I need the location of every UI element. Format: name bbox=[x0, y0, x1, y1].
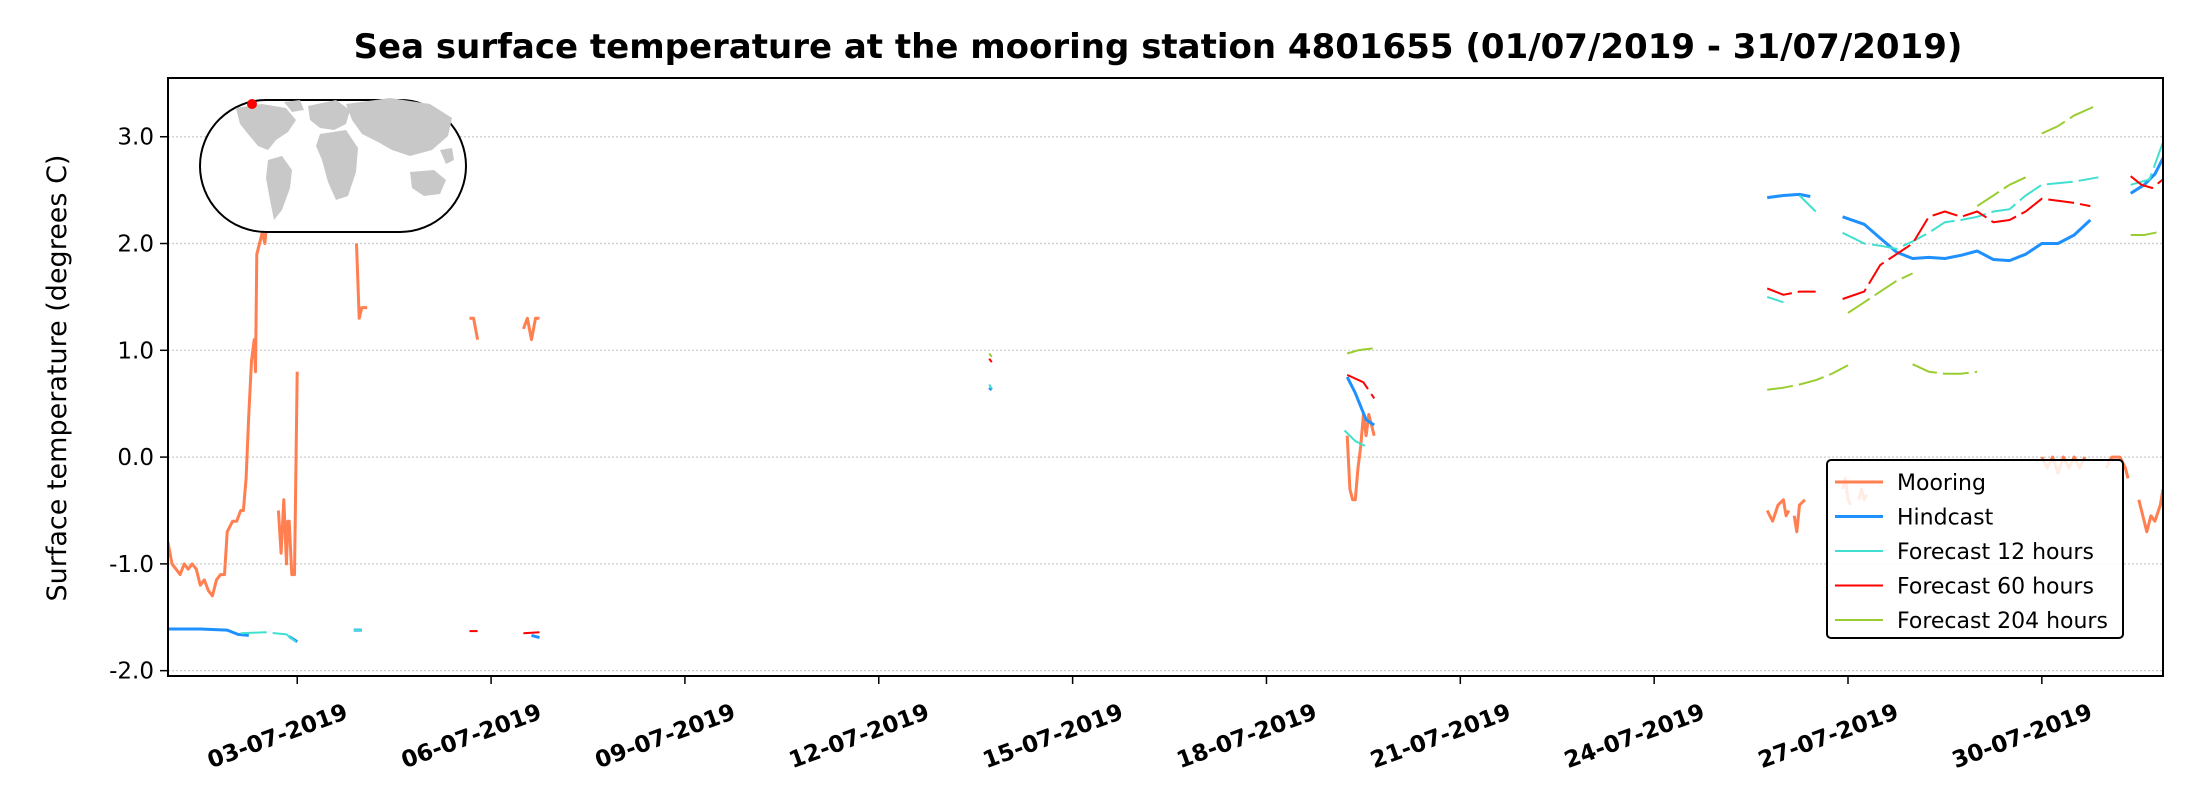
legend-box bbox=[1826, 459, 2124, 639]
world-map-inset-icon bbox=[199, 98, 467, 233]
x-tick-label: 09-07-2019 bbox=[592, 699, 739, 774]
x-tick-label: 15-07-2019 bbox=[980, 699, 1127, 774]
map-landmass bbox=[308, 100, 350, 130]
map-landmass bbox=[346, 98, 452, 156]
series-line-segment bbox=[1767, 364, 1849, 391]
series-line-segment bbox=[1842, 197, 2091, 300]
x-tick-label: 06-07-2019 bbox=[398, 699, 545, 774]
map-landmass bbox=[440, 148, 454, 164]
x-tick-label: 24-07-2019 bbox=[1561, 699, 1708, 774]
chart-title: Sea surface temperature at the mooring s… bbox=[354, 27, 1963, 67]
series-line-segment bbox=[1346, 347, 1375, 355]
legend-label: Mooring bbox=[1897, 471, 1986, 496]
series-line-segment bbox=[240, 631, 298, 644]
x-tick-label: 30-07-2019 bbox=[1949, 699, 2096, 774]
legend-label: Forecast 204 hours bbox=[1897, 609, 2108, 634]
series-line-segment bbox=[531, 633, 540, 640]
series-line-segment bbox=[168, 627, 249, 637]
map-landmass bbox=[410, 170, 446, 196]
legend-label: Forecast 12 hours bbox=[1897, 540, 2094, 565]
series-line-segment bbox=[988, 386, 993, 391]
series-line-segment bbox=[355, 243, 368, 320]
series-line-segment bbox=[2129, 157, 2163, 195]
series-line-segment bbox=[2130, 141, 2163, 186]
series-line-segment bbox=[2130, 229, 2163, 236]
x-tick-label: 12-07-2019 bbox=[786, 699, 933, 774]
series-line-segment bbox=[1976, 176, 2027, 207]
x-tick-label: 03-07-2019 bbox=[204, 699, 351, 774]
y-tick-label: -2.0 bbox=[109, 659, 154, 685]
y-tick-label: 2.0 bbox=[117, 232, 154, 258]
map-landmass bbox=[284, 100, 304, 112]
series-line-segment bbox=[521, 316, 540, 342]
x-tick-label: 21-07-2019 bbox=[1367, 699, 1514, 774]
plot-frame bbox=[167, 77, 2164, 677]
y-tick-label: 0.0 bbox=[117, 445, 154, 471]
series-forecast-204-hours bbox=[988, 103, 2163, 391]
station-location-marker bbox=[247, 99, 257, 109]
series-line-segment bbox=[523, 631, 540, 635]
y-tick-label: 1.0 bbox=[117, 338, 154, 364]
series-line-segment bbox=[988, 352, 993, 358]
series-line-segment bbox=[1343, 429, 1367, 448]
legend-label: Forecast 60 hours bbox=[1897, 575, 2094, 600]
series-line-segment bbox=[1767, 192, 1811, 200]
legend: Mooring Hindcast Forecast 12 hours Forecast… bbox=[1826, 459, 2124, 639]
series-line-segment bbox=[2130, 175, 2163, 189]
x-axis-ticks: 03-07-2019 06-07-2019 09-07-2019 12-07-2019… bbox=[204, 676, 2096, 774]
series-line-segment bbox=[1912, 363, 1978, 375]
series-line-segment bbox=[1346, 373, 1376, 399]
series-line-segment bbox=[2137, 488, 2163, 534]
series-forecast-60-hours bbox=[469, 175, 2163, 635]
series-forecast-12-hours bbox=[240, 141, 2163, 644]
series-line-segment bbox=[1766, 287, 1816, 296]
series-line-segment bbox=[168, 211, 270, 598]
legend-label: Hindcast bbox=[1897, 506, 1994, 531]
x-tick-label: 18-07-2019 bbox=[1173, 699, 1320, 774]
series-line-segment bbox=[469, 316, 480, 340]
series-line-segment bbox=[1792, 498, 1806, 534]
series-line-segment bbox=[988, 358, 993, 363]
series-line-segment bbox=[988, 383, 993, 390]
y-tick-label: -1.0 bbox=[109, 552, 154, 578]
series-line-segment bbox=[1842, 176, 2099, 250]
map-landmass bbox=[316, 130, 358, 200]
map-landmass bbox=[236, 104, 296, 150]
y-axis-ticks: -2.0 -1.0 0.0 1.0 2.0 3.0 bbox=[109, 125, 168, 685]
series-line-segment bbox=[1766, 295, 1784, 304]
series-line-segment bbox=[1847, 272, 1914, 314]
gridlines bbox=[168, 136, 2163, 672]
map-landmass bbox=[266, 156, 292, 220]
series-line-segment bbox=[1842, 215, 2092, 263]
series-line-segment bbox=[1798, 194, 1817, 213]
x-tick-label: 27-07-2019 bbox=[1755, 699, 1902, 774]
series-line-segment bbox=[1765, 498, 1791, 523]
series-line-segment bbox=[1345, 376, 1376, 427]
series-line-segment bbox=[2041, 103, 2099, 135]
y-axis-label: Surface temperature (degrees C) bbox=[42, 155, 73, 602]
y-tick-label: 3.0 bbox=[117, 125, 154, 151]
series-line-segment bbox=[276, 371, 299, 577]
series-line-segment bbox=[1345, 412, 1376, 502]
